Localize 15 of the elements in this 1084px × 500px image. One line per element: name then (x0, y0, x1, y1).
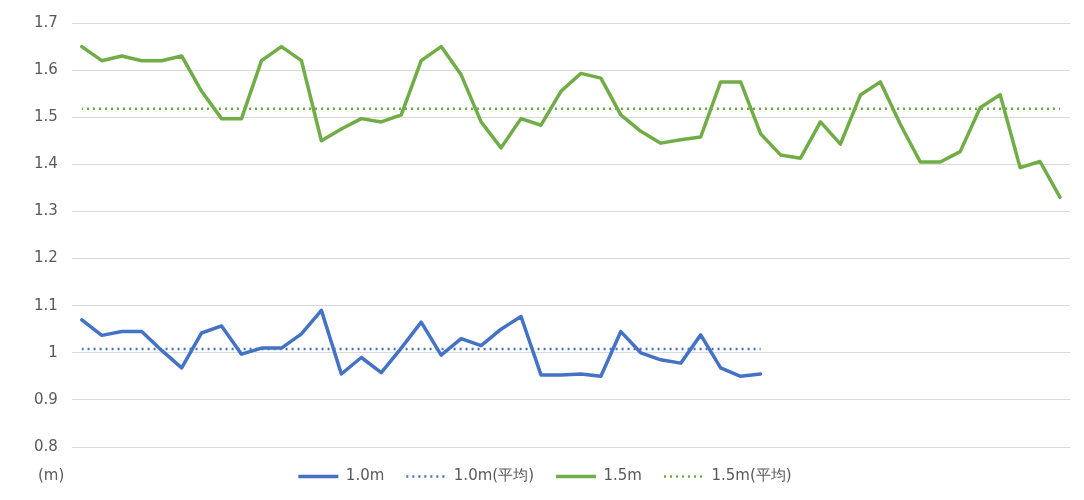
y-tick-label: 1.7 (34, 12, 58, 31)
y-tick-label: 1 (48, 342, 58, 361)
y-tick-label: 1.1 (34, 295, 58, 314)
y-tick-label: 1.5 (34, 107, 58, 126)
legend-label: 1.5m (603, 466, 642, 485)
y-axis-title: (m) (38, 466, 65, 485)
legend-label: 1.5m(平均) (711, 466, 792, 485)
legend-label: 1.0m(平均) (453, 466, 534, 485)
y-tick-label: 1.2 (34, 248, 58, 267)
y-tick-label: 1.3 (34, 201, 58, 220)
y-tick-label: 1.6 (34, 60, 58, 78)
y-tick-label: 1.4 (34, 154, 58, 173)
y-tick-label: 0.8 (34, 436, 58, 455)
legend-label: 1.0m (345, 466, 385, 485)
y-tick-label: 0.9 (34, 389, 58, 408)
